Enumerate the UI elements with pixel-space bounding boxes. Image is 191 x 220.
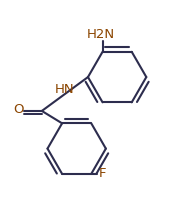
Text: F: F: [98, 167, 106, 180]
Text: O: O: [13, 103, 24, 116]
Text: H2N: H2N: [87, 28, 115, 41]
Text: HN: HN: [55, 83, 75, 96]
